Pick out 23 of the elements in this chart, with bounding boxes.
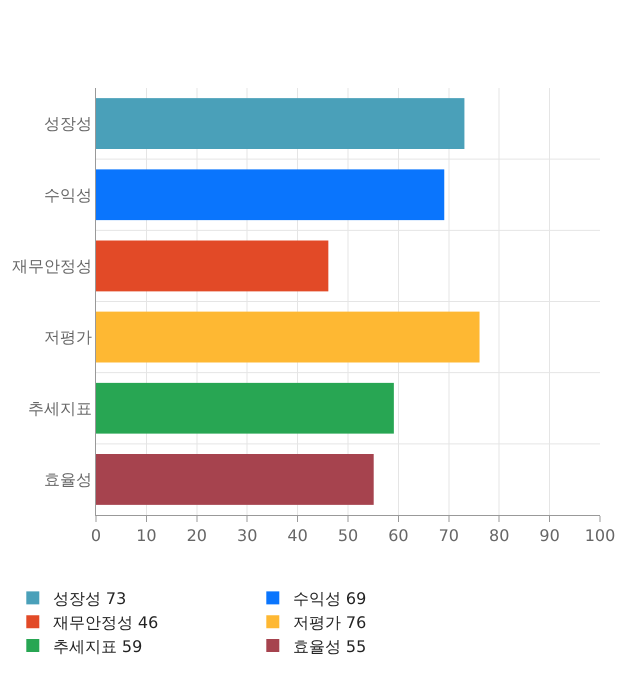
legend-label: 수익성 69 (292, 589, 366, 608)
legend-label: 효율성 55 (292, 636, 366, 656)
x-tick-label: 20 (186, 526, 207, 546)
x-tick-label: 80 (489, 526, 510, 546)
x-tick-label: 90 (539, 526, 560, 546)
y-tick-label: 수익성 (44, 185, 92, 204)
x-tick-label: 40 (287, 526, 308, 546)
x-tick-label: 100 (584, 526, 616, 546)
legend-label: 성장성 73 (52, 589, 126, 608)
x-tick-label: 30 (237, 526, 258, 546)
x-tick-label: 50 (338, 526, 358, 546)
y-tick-label: 추세지표 (28, 398, 92, 418)
y-tick-label: 재무안정성 (12, 256, 92, 276)
x-tick-label: 10 (136, 526, 157, 546)
legend-label: 재무안정성 46 (52, 612, 158, 632)
x-tick-label: 60 (388, 526, 409, 546)
y-tick-label: 효율성 (44, 470, 92, 490)
legend-label: 추세지표 59 (52, 636, 142, 656)
y-tick-label: 저평가 (44, 328, 92, 347)
legend-label: 저평가 76 (292, 612, 366, 632)
x-tick-label: 0 (90, 526, 102, 546)
y-tick-label: 성장성 (44, 114, 92, 134)
x-tick-label: 70 (438, 526, 459, 546)
